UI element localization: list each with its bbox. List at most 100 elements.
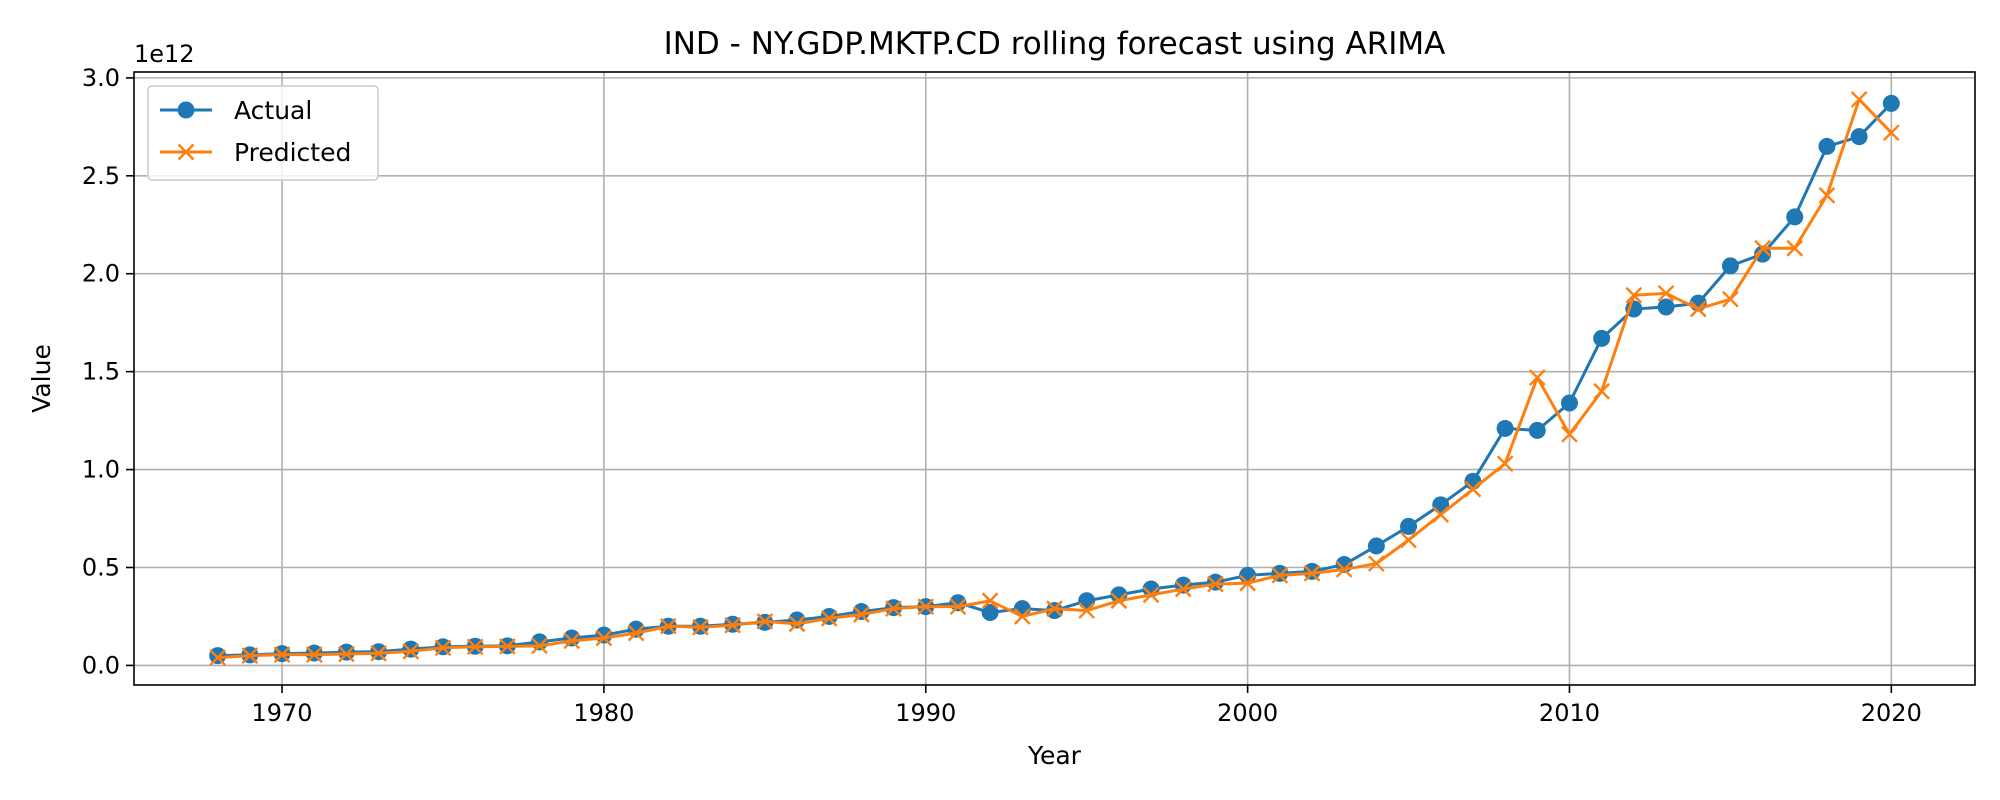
predicted-point-stroke <box>1786 239 1804 257</box>
actual-point <box>1303 562 1321 580</box>
actual-point <box>1271 564 1289 582</box>
predicted-point-stroke <box>1303 565 1321 582</box>
x-tick-label: 1980 <box>573 699 634 727</box>
predicted-point-stroke <box>756 613 774 630</box>
predicted-point-stroke <box>1013 608 1031 625</box>
predicted-point <box>209 649 227 666</box>
actual-point <box>1560 394 1578 412</box>
predicted-point-stroke <box>434 639 452 657</box>
predicted-point-stroke <box>1432 506 1450 523</box>
predicted-point-stroke <box>209 649 227 666</box>
predicted-point <box>402 642 420 660</box>
predicted-point <box>1303 565 1321 582</box>
actual-point <box>337 643 355 661</box>
predicted-point-stroke <box>1657 284 1675 302</box>
actual-point <box>1882 94 1900 112</box>
predicted-point <box>1882 124 1900 142</box>
actual-point <box>1593 329 1611 347</box>
legend-item-predicted: Predicted <box>160 138 351 167</box>
x-axis-label: Year <box>1027 741 1082 770</box>
predicted-point <box>1561 425 1578 443</box>
actual-point <box>1206 573 1224 591</box>
predicted-point <box>273 646 291 663</box>
predicted-point <box>949 598 967 616</box>
predicted-point-stroke <box>1271 566 1289 584</box>
y-tick-label: 0.5 <box>82 553 120 581</box>
actual-point <box>1850 128 1868 146</box>
predicted-point-stroke <box>1850 91 1868 108</box>
predicted-point-stroke <box>1754 239 1771 257</box>
predicted-point-stroke <box>853 606 870 623</box>
x-tick-label: 1970 <box>252 699 313 727</box>
predicted-point <box>1239 574 1256 592</box>
predicted-point <box>788 615 806 633</box>
predicted-point-stroke <box>370 644 387 662</box>
predicted-point-stroke <box>949 598 967 616</box>
predicted-point <box>1786 239 1804 257</box>
legend: Actual Predicted <box>147 85 379 181</box>
predicted-point-stroke <box>1078 602 1096 619</box>
actual-point <box>563 629 581 647</box>
actual-point <box>1786 208 1804 226</box>
predicted-point-stroke <box>885 600 902 617</box>
predicted-point-stroke <box>305 646 323 663</box>
legend-label: Predicted <box>234 138 351 167</box>
predicted-point-stroke <box>724 616 741 634</box>
actual-point <box>1078 592 1096 610</box>
predicted-point-stroke <box>1174 580 1192 598</box>
predicted-point-stroke <box>1593 382 1610 400</box>
predicted-point <box>466 638 484 656</box>
predicted-point <box>692 618 709 636</box>
predicted-point <box>1207 575 1224 593</box>
predicted-point <box>1593 382 1610 400</box>
predicted-point-stroke <box>1464 480 1482 498</box>
predicted-point-stroke <box>627 624 645 642</box>
actual-point <box>402 640 420 658</box>
predicted-point-stroke <box>273 646 291 663</box>
predicted-point-stroke <box>788 615 806 633</box>
predicted-point-stroke <box>563 632 581 650</box>
predicted-point <box>853 606 870 623</box>
x-tick-label: 1990 <box>895 699 956 727</box>
actual-point <box>820 607 838 625</box>
predicted-point-stroke <box>1239 574 1256 592</box>
actual-point <box>1754 245 1772 263</box>
predicted-point-stroke <box>338 645 355 663</box>
predicted-point-stroke <box>1818 187 1836 204</box>
legend-label: Actual <box>234 96 312 125</box>
predicted-point <box>1110 592 1128 610</box>
chart-title: IND - NY.GDP.MKTP.CD rolling forecast us… <box>664 26 1446 62</box>
predicted-point <box>981 592 999 610</box>
predicted-point-stroke <box>1368 555 1385 572</box>
predicted-point <box>305 646 323 663</box>
predicted-point <box>1850 91 1868 108</box>
predicted-point <box>1271 566 1289 584</box>
predicted-point-stroke <box>692 618 709 636</box>
predicted-point <box>885 600 902 617</box>
predicted-point-stroke <box>1335 561 1353 578</box>
grid-lines <box>134 72 1975 685</box>
predicted-point <box>1818 187 1836 204</box>
predicted-point <box>338 645 355 663</box>
predicted-point <box>917 598 935 616</box>
predicted-point-stroke <box>1625 286 1643 304</box>
predicted-point-stroke <box>1722 290 1739 308</box>
predicted-point <box>1013 608 1031 625</box>
predicted-point <box>1078 602 1096 619</box>
predicted-point-stroke <box>499 638 516 655</box>
predicted-point-stroke <box>1207 575 1224 593</box>
predicted-point <box>563 632 581 650</box>
y-axis-label: Value <box>27 344 56 413</box>
predicted-point-stroke <box>241 647 259 664</box>
y-tick-label: 0.0 <box>82 651 120 679</box>
plot-frame <box>133 71 1976 686</box>
actual-point <box>1496 419 1514 437</box>
predicted-point <box>499 638 516 655</box>
actual-point <box>1657 298 1675 316</box>
predicted-point <box>1432 506 1450 523</box>
predicted-point-stroke <box>1689 300 1707 318</box>
predicted-point-stroke <box>820 610 838 627</box>
actual-point <box>1528 421 1546 439</box>
